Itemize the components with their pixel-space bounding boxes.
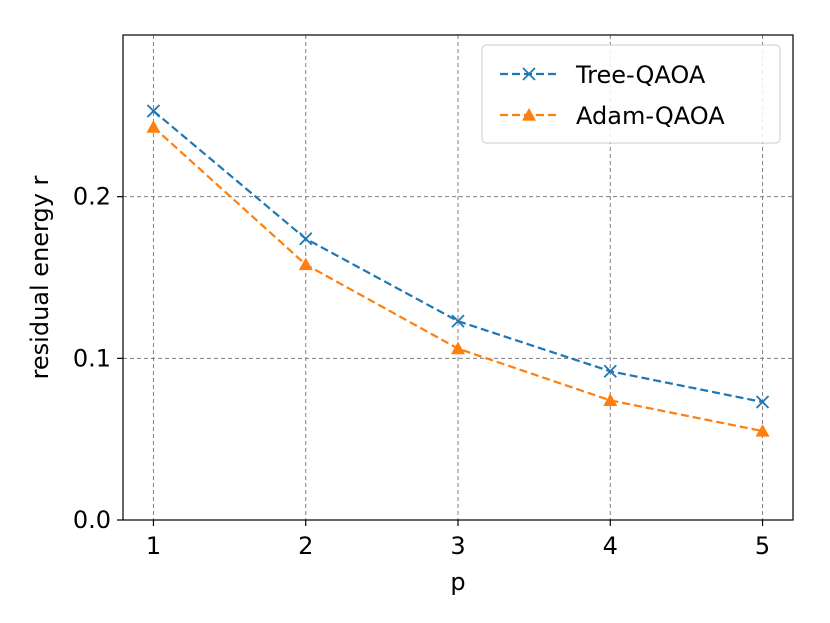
legend-entry: Tree-QAOA: [500, 61, 706, 89]
y-tick-label: 0.0: [73, 506, 111, 534]
legend-entry: Adam-QAOA: [500, 102, 725, 130]
data-point: [299, 232, 313, 246]
legend-label: Tree-QAOA: [575, 61, 706, 89]
series-tree-qaoa: [146, 104, 770, 409]
data-point: [755, 424, 770, 437]
ticks: 1 2 3 4 5 0.0 0.1 0.2: [73, 183, 770, 560]
data-point: [603, 393, 618, 406]
data-point: [298, 257, 313, 271]
y-tick-label: 0.1: [73, 344, 111, 372]
series-adam-qaoa: [146, 120, 770, 437]
legend-label: Adam-QAOA: [576, 102, 725, 130]
data-point: [755, 395, 770, 409]
legend-marker: [522, 108, 536, 121]
x-tick-label: 1: [146, 532, 161, 560]
x-axis-label: p: [450, 568, 465, 596]
series-line: [152, 110, 763, 404]
data-point: [146, 120, 161, 133]
x-tick-label: 5: [755, 532, 770, 560]
y-axis-label: residual energy r: [26, 175, 54, 379]
data-point: [451, 341, 465, 355]
x-tick-label: 3: [450, 532, 465, 560]
data-point: [603, 364, 617, 378]
legend-marker: [522, 67, 536, 81]
data-point: [146, 104, 161, 118]
x-tick-label: 2: [298, 532, 313, 560]
y-tick-label: 0.2: [73, 183, 111, 211]
legend: Tree-QAOA Adam-QAOA: [481, 44, 781, 144]
x-tick-label: 4: [603, 532, 618, 560]
series-layer: [146, 104, 770, 437]
legend-box: [481, 44, 781, 144]
data-point: [451, 314, 465, 328]
